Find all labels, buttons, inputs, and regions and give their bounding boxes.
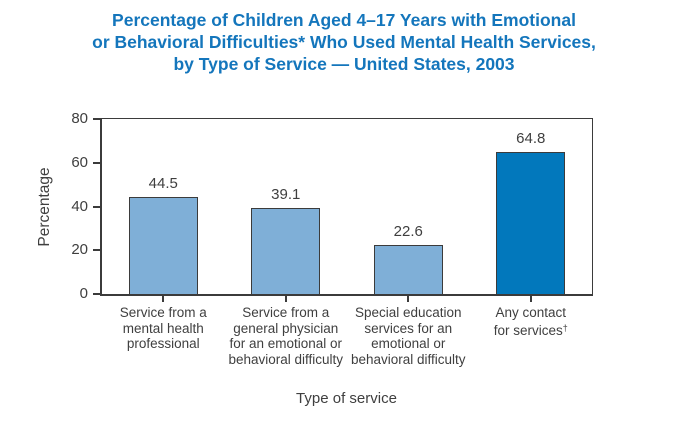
bar-value-label: 22.6: [393, 222, 423, 240]
dagger-footnote-marker: †: [562, 322, 568, 333]
y-tick-mark: [93, 249, 100, 252]
bar-value-label: 44.5: [148, 174, 178, 192]
chart-title-line: Percentage of Children Aged 4–17 Years w…: [112, 10, 576, 30]
y-tick-mark: [93, 118, 100, 120]
bar-value-label: 64.8: [516, 130, 546, 148]
y-tick-label: 20: [71, 241, 88, 259]
plot-area: 0 20 40 60 80 44.5 Service from a mental health…: [71, 111, 593, 367]
y-tick-mark: [93, 205, 100, 208]
x-axis-title: Type of service: [296, 390, 397, 407]
chart-title-line: by Type of Service — United States, 2003: [173, 54, 515, 74]
bar: [128, 196, 198, 294]
category-label: Any contact for services†: [454, 305, 608, 338]
chart-title: Percentage of Children Aged 4–17 Years w…: [0, 9, 688, 75]
y-tick-label: 60: [71, 153, 88, 171]
category-label-line: for an emotional or: [229, 336, 343, 351]
bar-value-label: 39.1: [271, 186, 301, 204]
category-label-line: behavioral difficulty: [228, 351, 344, 367]
category-label-line: Service from a: [242, 305, 330, 320]
bar: [373, 244, 443, 294]
category-tick-mark: [162, 296, 165, 302]
category-label-line: general physician: [233, 320, 339, 336]
y-tick-label: 40: [71, 197, 88, 215]
category-tick-mark: [407, 296, 410, 302]
bar: [496, 152, 566, 294]
y-tick-mark: [93, 161, 100, 164]
bar: [251, 208, 321, 294]
y-tick-mark: [93, 293, 100, 295]
category-label-line: behavioral difficulty: [350, 351, 466, 367]
category-label-line: Special education: [354, 305, 462, 320]
category-label: Special education services for an emotiona…: [331, 305, 485, 367]
category-label-line: emotional or: [371, 336, 446, 351]
category-label-line: Any contact: [495, 305, 567, 320]
chart-title-line: or Behavioral Difficulties* Who Used Men…: [92, 32, 596, 52]
category-label: Service from a mental health professional: [86, 305, 240, 352]
category-label-line: mental health: [122, 320, 204, 336]
y-tick-label: 80: [71, 110, 88, 127]
category-label-line: Service from a: [119, 305, 207, 320]
category-label-line: for services†: [493, 322, 568, 338]
category-label-line: services for an: [364, 320, 453, 336]
category-label-line: professional: [126, 336, 200, 351]
y-tick-label: 0: [79, 285, 88, 302]
category-label: Service from a general physician for an em…: [209, 305, 363, 367]
category-tick-mark: [529, 296, 532, 302]
category-tick-mark: [284, 296, 287, 302]
